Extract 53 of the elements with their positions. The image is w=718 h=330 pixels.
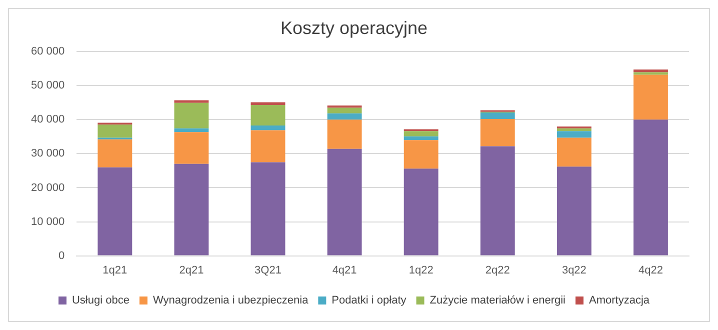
x-tick-label: 3Q21 (254, 264, 282, 276)
bar (250, 130, 286, 162)
x-tick-label: 4q22 (638, 264, 663, 276)
bar (404, 168, 438, 256)
x-tick-label: 2q21 (179, 264, 204, 276)
x-tick-label: 3q22 (562, 264, 586, 276)
bar (480, 146, 515, 256)
bar (174, 128, 209, 132)
bar (634, 69, 668, 72)
x-tick-label: 1q22 (408, 264, 434, 276)
legend-label: Amortyzacja (589, 294, 650, 307)
bar (174, 132, 209, 164)
bar (327, 148, 362, 256)
legend-label: Zużycie materiałów i energii (430, 294, 566, 307)
bar (556, 131, 592, 138)
bar (404, 131, 438, 136)
chart-title: Koszty operacyjne (280, 18, 428, 38)
bar (98, 139, 132, 168)
bar (174, 100, 209, 103)
bar (327, 108, 362, 114)
bar (250, 102, 286, 106)
bar (634, 74, 668, 120)
bar (634, 120, 668, 256)
y-tick-label: 0 (58, 250, 65, 262)
bar (98, 167, 132, 256)
y-tick-label: 10 000 (30, 216, 65, 228)
bar (480, 118, 515, 146)
legend-label: Wynagrodzenia i ubezpieczenia (152, 294, 310, 307)
bar (480, 112, 515, 119)
bar (404, 140, 438, 169)
y-tick-label: 40 000 (30, 114, 65, 126)
legend-label: Podatki i opłaty (332, 294, 407, 307)
bar (250, 162, 286, 256)
bar (634, 72, 668, 75)
y-tick-label: 30 000 (30, 148, 65, 160)
bar (327, 113, 362, 120)
bar (556, 128, 592, 132)
bar (250, 125, 286, 130)
y-tick-label: 50 000 (30, 80, 65, 92)
x-tick-label: 2q22 (485, 264, 510, 276)
y-tick-label: 60 000 (30, 46, 65, 58)
x-tick-label: 1q21 (102, 264, 128, 276)
bar (556, 166, 592, 256)
bar (174, 102, 209, 128)
bar (327, 120, 362, 149)
bar (556, 138, 592, 167)
bar (404, 136, 438, 140)
bar (174, 164, 209, 256)
legend-label: Usługi obce (72, 294, 130, 307)
bar (250, 105, 286, 126)
bar (98, 124, 132, 138)
y-tick-label: 20 000 (30, 182, 65, 194)
x-tick-label: 4q21 (332, 264, 357, 276)
